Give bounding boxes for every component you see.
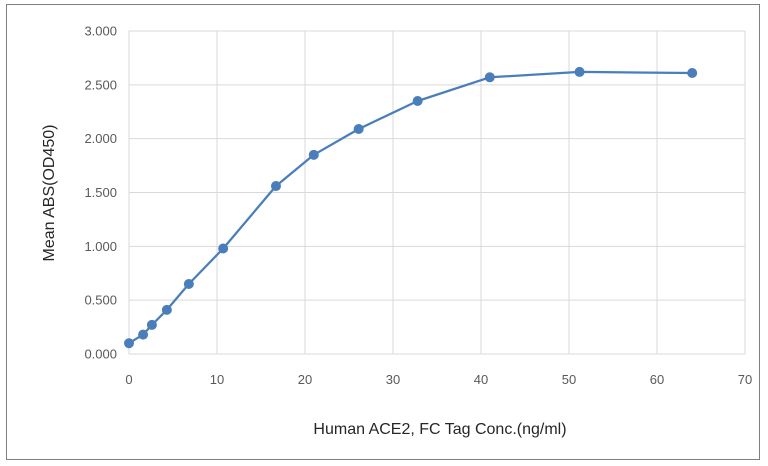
- data-point-1: [138, 329, 149, 340]
- y-tick-label-5: 2.500: [84, 77, 117, 92]
- data-point-2: [146, 319, 157, 330]
- data-point-6: [270, 181, 281, 192]
- series-layer: [124, 66, 698, 349]
- x-tick-label-1: 10: [210, 372, 224, 387]
- data-point-7: [308, 149, 319, 160]
- x-tick-label-2: 20: [298, 372, 312, 387]
- y-tick-label-3: 1.500: [84, 185, 117, 200]
- x-tick-label-4: 40: [474, 372, 488, 387]
- y-tick-labels: 0.000 0.500 1.000 1.500 2.000 2.500 3.000: [84, 24, 117, 362]
- x-axis-title: Human ACE2, FC Tag Conc.(ng/ml): [313, 421, 566, 438]
- y-tick-label-0: 0.000: [84, 347, 117, 362]
- data-point-10: [484, 72, 495, 83]
- data-point-9: [412, 95, 423, 106]
- chart-frame: [6, 4, 760, 460]
- x-tick-label-6: 60: [650, 372, 664, 387]
- x-tick-labels: 0 10 20 30 40 50 60 70: [125, 372, 752, 387]
- x-tick-label-0: 0: [125, 372, 132, 387]
- x-tick-label-7: 70: [738, 372, 752, 387]
- y-tick-label-1: 0.500: [84, 293, 117, 308]
- data-point-8: [353, 123, 364, 134]
- data-point-0: [124, 338, 134, 349]
- x-tick-label-5: 50: [562, 372, 576, 387]
- x-tick-label-3: 30: [386, 372, 400, 387]
- data-point-3: [161, 304, 172, 315]
- grid-lines: [128, 30, 746, 355]
- series-line-0: [127, 70, 694, 345]
- data-point-11: [574, 66, 585, 77]
- y-axis-title: Mean ABS(OD450): [41, 125, 58, 262]
- y-tick-label-4: 2.000: [84, 131, 117, 146]
- y-tick-label-6: 3.000: [84, 24, 117, 39]
- data-point-5: [218, 243, 229, 254]
- data-point-12: [687, 67, 698, 78]
- y-tick-label-2: 1.000: [84, 239, 117, 254]
- data-point-4: [183, 279, 194, 290]
